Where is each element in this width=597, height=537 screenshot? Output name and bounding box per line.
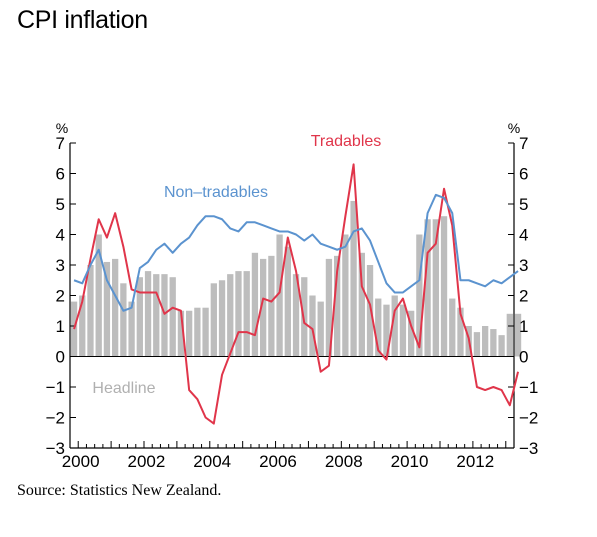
y-tick-label-right: 6 <box>519 165 528 184</box>
y-tick-label-left: 7 <box>56 134 65 153</box>
chart-labels: Tradables Non–tradables Headline <box>92 133 381 397</box>
headline-bar <box>186 310 193 357</box>
y-tick-label-left: 2 <box>56 287 65 306</box>
y-tick-label-left: 6 <box>56 165 65 184</box>
headline-bar <box>292 274 300 357</box>
headline-bar <box>177 310 185 357</box>
y-tick-label-right: 3 <box>519 256 528 275</box>
headline-bar <box>112 258 119 357</box>
y-tick-label-right: −1 <box>519 378 538 397</box>
y-tick-label-left: 5 <box>56 195 65 214</box>
y-unit-left: % <box>56 120 68 136</box>
headline-bar <box>399 304 407 357</box>
non-tradables-label: Non–tradables <box>164 184 268 201</box>
headline-bar <box>235 271 242 357</box>
headline-bar <box>432 219 439 357</box>
y-tick-label-right: −2 <box>519 409 538 428</box>
headline-label: Headline <box>92 380 155 397</box>
y-tick-label-left: 0 <box>56 348 65 367</box>
non-tradables-line <box>73 193 519 312</box>
y-tick-label-left: 3 <box>56 256 65 275</box>
headline-bar <box>136 277 143 357</box>
y-tick-label-right: 1 <box>519 317 528 336</box>
y-tick-label-left: −3 <box>46 439 65 458</box>
headline-bar <box>514 313 522 357</box>
x-tick-label: 2010 <box>391 452 429 471</box>
headline-bar <box>375 298 382 357</box>
x-tick-label: 2004 <box>193 452 231 471</box>
y-unit-right: % <box>508 120 520 136</box>
headline-bar <box>408 310 415 357</box>
source-note: Source: Statistics New Zealand. <box>17 482 222 499</box>
headline-bar <box>87 265 94 357</box>
tradables-line <box>73 163 520 425</box>
headline-bar <box>251 252 259 357</box>
headline-bar <box>243 271 250 357</box>
headline-bar <box>342 234 349 357</box>
headline-bar <box>268 255 275 357</box>
y-tick-label-left: −1 <box>46 378 65 397</box>
headline-bar <box>218 280 226 357</box>
y-tick-label-right: 0 <box>519 348 528 367</box>
headline-bar <box>202 307 209 357</box>
headline-bar <box>366 265 374 357</box>
headline-bar <box>482 326 489 357</box>
x-tick-label: 2008 <box>325 452 363 471</box>
headline-bar <box>416 234 423 357</box>
headline-bar <box>350 200 357 357</box>
headline-bar <box>383 304 390 357</box>
headline-bar <box>227 274 234 357</box>
headline-bar <box>506 313 513 357</box>
headline-bar <box>457 307 464 357</box>
y-tick-label-left: −2 <box>46 409 65 428</box>
headline-bar <box>144 271 152 357</box>
y-tick-label-right: 4 <box>519 226 528 245</box>
chart-axes: −3 −3 −2 −2 −1 −1 0 0 1 1 2 2 3 3 4 4 5 5 6 6 7 7% % 2000 2002 20… <box>46 120 539 471</box>
headline-bar <box>153 274 160 357</box>
headline-bar <box>95 234 102 357</box>
headline-bar <box>473 332 481 357</box>
series-lines <box>73 163 520 425</box>
headline-bar <box>260 258 267 357</box>
headline-bar <box>449 298 456 357</box>
y-tick-label-right: 2 <box>519 287 528 306</box>
x-tick-label: 2012 <box>456 452 494 471</box>
headline-bar <box>424 219 431 357</box>
headline-bar <box>276 234 283 357</box>
x-tick-label: 2006 <box>259 452 297 471</box>
x-tick-label: 2000 <box>62 452 100 471</box>
y-tick-label-left: 1 <box>56 317 65 336</box>
headline-bar <box>128 301 135 357</box>
headline-bar <box>325 258 333 357</box>
y-tick-label-left: 4 <box>56 226 65 245</box>
headline-bar <box>391 295 398 357</box>
headline-bar <box>334 255 341 357</box>
headline-bar <box>210 283 217 357</box>
headline-bar <box>498 335 505 357</box>
y-tick-label-right: −3 <box>519 439 538 458</box>
headline-bar <box>120 283 127 357</box>
y-tick-label-right: 5 <box>519 195 528 214</box>
chart-title: CPI inflation <box>17 6 148 34</box>
headline-bar <box>103 261 111 357</box>
headline-bar <box>161 274 168 357</box>
headline-bar <box>490 329 497 357</box>
headline-bar <box>169 277 176 357</box>
headline-bar <box>317 301 324 357</box>
headline-bar <box>440 216 448 357</box>
headline-bar <box>309 295 316 357</box>
headline-bar <box>358 252 365 357</box>
headline-bar <box>284 246 291 357</box>
x-tick-label: 2002 <box>128 452 166 471</box>
headline-bar <box>194 307 201 357</box>
tradables-label: Tradables <box>311 133 382 150</box>
headline-bar <box>79 295 86 357</box>
y-tick-label-right: 7 <box>519 134 528 153</box>
